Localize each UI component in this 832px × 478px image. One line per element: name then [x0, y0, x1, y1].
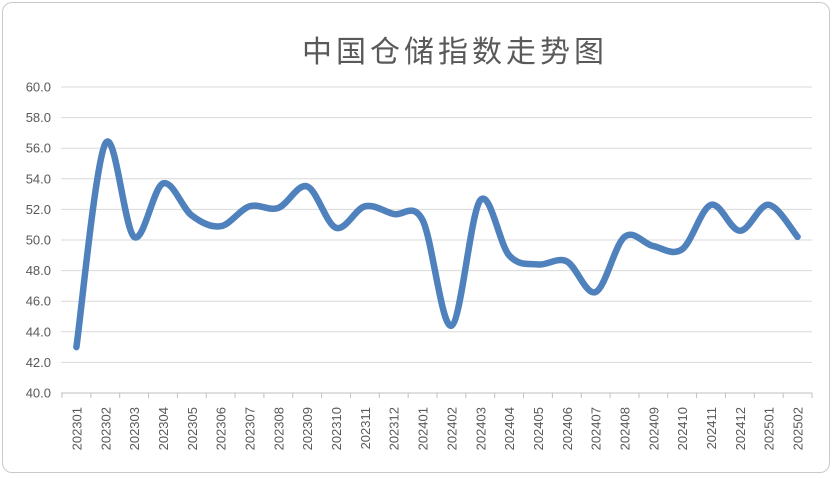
y-axis-tick-label: 46.0: [26, 294, 51, 309]
y-axis-tick-label: 42.0: [26, 355, 51, 370]
x-axis-tick-label: 202409: [646, 407, 661, 450]
x-axis-tick-label: 202311: [358, 407, 373, 449]
y-axis-tick-label: 40.0: [26, 386, 51, 401]
x-axis-tick-label: 202501: [762, 407, 777, 450]
y-axis-tick-label: 58.0: [26, 110, 51, 125]
x-axis-tick-label: 202305: [185, 407, 200, 450]
x-axis-tick-label: 202312: [387, 407, 402, 450]
y-axis-tick-label: 60.0: [26, 80, 51, 95]
y-axis-tick-label: 52.0: [26, 202, 51, 217]
x-axis-tick-label: 202412: [733, 407, 748, 450]
x-axis-tick-label: 202307: [243, 407, 258, 450]
x-axis-tick-label: 202502: [791, 407, 806, 450]
x-axis-tick-label: 202401: [416, 407, 431, 450]
x-axis-tick-label: 202404: [502, 407, 517, 450]
x-axis-tick-label: 202304: [156, 407, 171, 450]
x-axis-tick-label: 202306: [214, 407, 229, 450]
x-axis-tick-label: 202309: [300, 407, 315, 450]
line-chart-plot-area: 60.0 58.0 56.0 54.0 52.0 50.0 48.0 46.0 44.0 42.0…: [3, 3, 832, 478]
x-axis-tick-label: 202301: [69, 407, 84, 450]
x-axis-tick-label: 202303: [127, 407, 142, 450]
y-axis-tick-label: 48.0: [26, 263, 51, 278]
x-axis-tick-label: 202308: [271, 407, 286, 450]
y-axis-tick-label: 50.0: [26, 233, 51, 248]
warehousing-index-trend-line: [76, 141, 797, 347]
x-axis-tick-label: 202310: [329, 407, 344, 450]
x-axis-tick-label: 202407: [589, 407, 604, 450]
x-axis-tick-label: 202302: [98, 407, 113, 450]
x-axis-tick-label: 202408: [618, 407, 633, 450]
x-axis-tick-label: 202410: [675, 407, 690, 450]
x-axis-tick-label: 202406: [560, 407, 575, 450]
y-axis-tick-label: 44.0: [26, 324, 51, 339]
y-axis-tick-label: 54.0: [26, 171, 51, 186]
x-axis-tick-label: 202403: [473, 407, 488, 450]
y-axis-tick-label: 56.0: [26, 141, 51, 156]
x-axis-tick-label: 202405: [531, 407, 546, 450]
x-axis-tick-label: 202402: [444, 407, 459, 450]
x-axis-tick-label: 202411: [704, 407, 719, 449]
